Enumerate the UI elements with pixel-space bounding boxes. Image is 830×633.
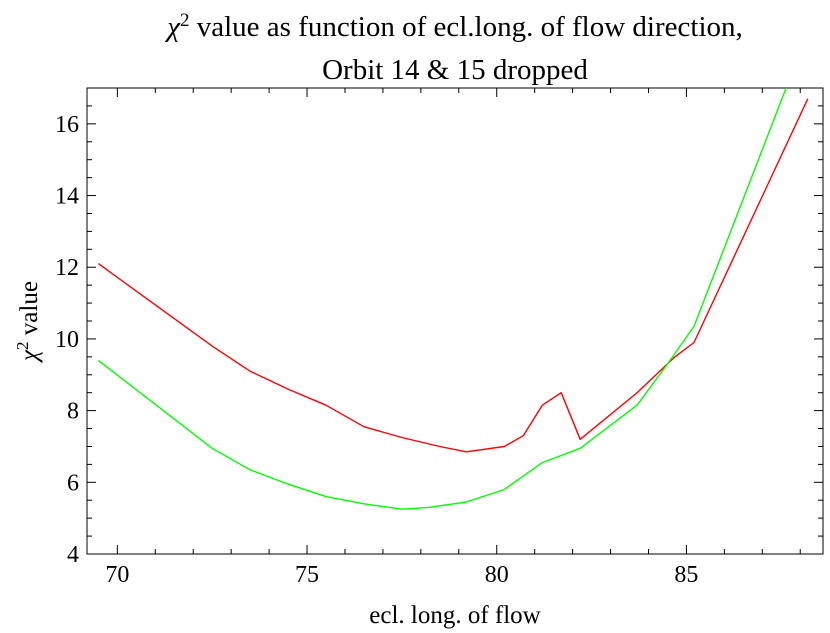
- chart-title-line1: χ2 value as function of ecl.long. of flo…: [164, 10, 743, 44]
- y-tick-label: 8: [67, 399, 79, 425]
- x-tick-label: 70: [105, 562, 129, 588]
- y-tick-label: 4: [67, 542, 79, 568]
- chart-title-line2: Orbit 14 & 15 dropped: [322, 54, 588, 86]
- y-axis-label: χ2 value: [13, 281, 44, 363]
- x-axis-label: ecl. long. of flow: [369, 602, 540, 629]
- series-line-0: [97, 98, 809, 453]
- plot-frame: [86, 87, 824, 555]
- y-tick-label: 6: [67, 470, 79, 496]
- y-axis: 4 6 8 10 12 14 16: [55, 87, 823, 568]
- y-tick-label: 10: [55, 327, 79, 353]
- x-tick-label: 80: [485, 562, 509, 588]
- y-tick-label: 16: [55, 112, 79, 138]
- y-tick-label: 12: [55, 255, 79, 281]
- x-axis: 70 75 80 85: [105, 88, 801, 588]
- series-layer: [97, 88, 809, 510]
- x-tick-label: 85: [674, 562, 698, 588]
- x-tick-label: 75: [295, 562, 319, 588]
- y-tick-label: 14: [55, 184, 79, 210]
- series-line-1: [97, 88, 787, 510]
